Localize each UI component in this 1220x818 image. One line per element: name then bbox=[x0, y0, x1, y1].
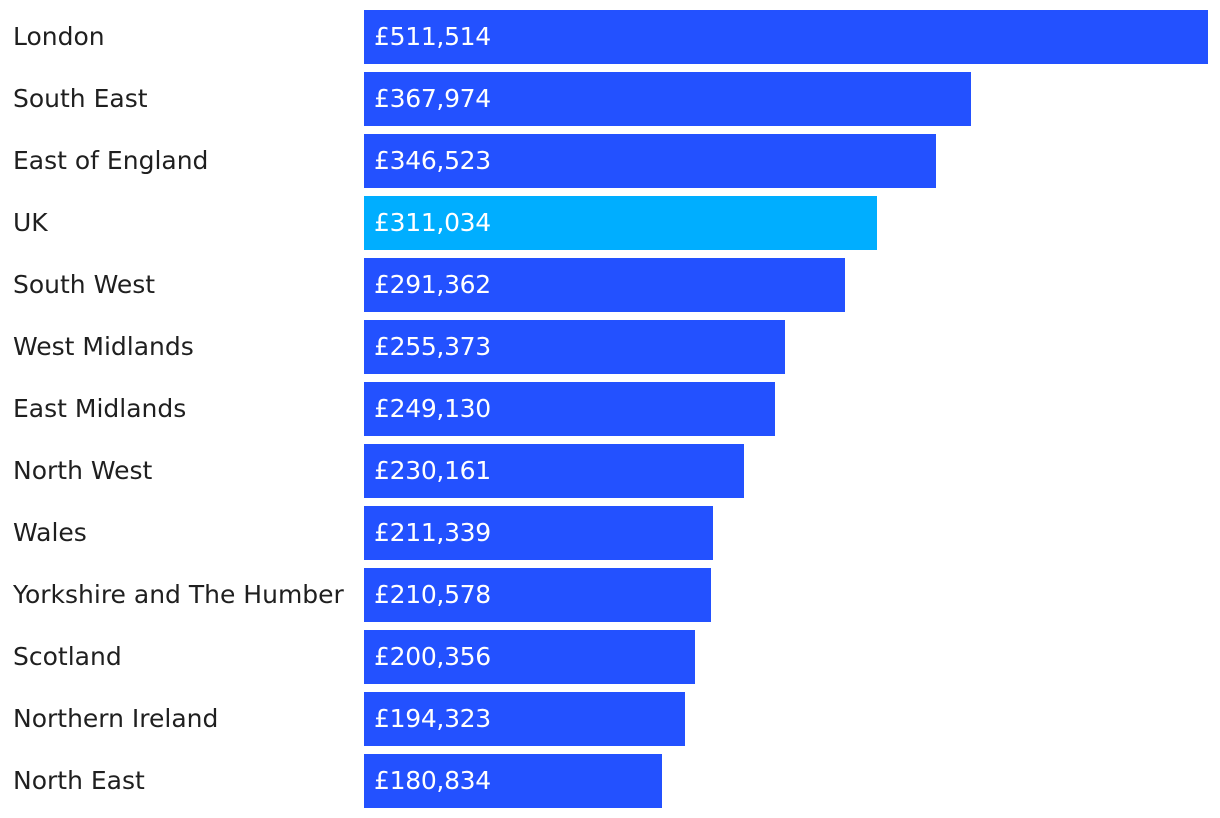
bar-value-label: £255,373 bbox=[374, 332, 491, 361]
category-label: UK bbox=[13, 208, 48, 237]
bar bbox=[364, 692, 685, 746]
bar bbox=[364, 10, 1208, 64]
category-label: Scotland bbox=[13, 642, 122, 671]
category-label: Northern Ireland bbox=[13, 704, 219, 733]
bar bbox=[364, 196, 877, 250]
bar bbox=[364, 134, 936, 188]
bar-value-label: £210,578 bbox=[374, 580, 491, 609]
bar bbox=[364, 754, 662, 808]
bar bbox=[364, 72, 971, 126]
bar-value-label: £291,362 bbox=[374, 270, 491, 299]
bar-value-label: £211,339 bbox=[374, 518, 491, 547]
bar bbox=[364, 506, 713, 560]
bar-value-label: £200,356 bbox=[374, 642, 491, 671]
bar bbox=[364, 444, 744, 498]
category-label: North East bbox=[13, 766, 145, 795]
category-label: East of England bbox=[13, 146, 209, 175]
bar-value-label: £180,834 bbox=[374, 766, 491, 795]
bar bbox=[364, 630, 695, 684]
bar bbox=[364, 258, 845, 312]
bar-value-label: £249,130 bbox=[374, 394, 491, 423]
bar-value-label: £511,514 bbox=[374, 22, 491, 51]
bar-value-label: £230,161 bbox=[374, 456, 491, 485]
category-label: North West bbox=[13, 456, 153, 485]
bar-value-label: £311,034 bbox=[374, 208, 491, 237]
bar-value-label: £346,523 bbox=[374, 146, 491, 175]
category-label: Wales bbox=[13, 518, 87, 547]
category-label: West Midlands bbox=[13, 332, 194, 361]
category-label: East Midlands bbox=[13, 394, 187, 423]
bar-value-label: £194,323 bbox=[374, 704, 491, 733]
bar bbox=[364, 568, 711, 622]
bar bbox=[364, 320, 785, 374]
category-label: London bbox=[13, 22, 105, 51]
category-label: South East bbox=[13, 84, 148, 113]
bar-value-label: £367,974 bbox=[374, 84, 491, 113]
category-label: Yorkshire and The Humber bbox=[13, 580, 344, 609]
bar bbox=[364, 382, 775, 436]
category-label: South West bbox=[13, 270, 156, 299]
